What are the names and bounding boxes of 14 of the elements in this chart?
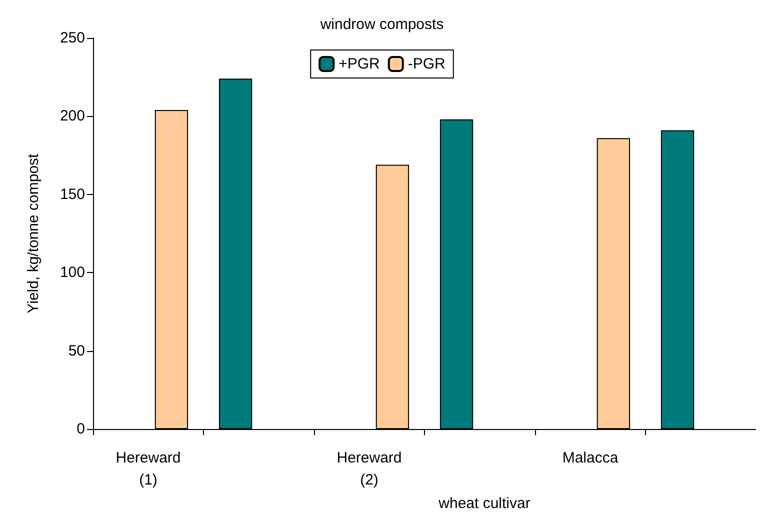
- y-tick-label: 0: [76, 420, 85, 438]
- y-tick-label: 100: [60, 264, 85, 282]
- x-tick-label: Malacca: [562, 450, 619, 467]
- x-tick-label: Hereward (1): [116, 450, 181, 489]
- legend-label: -PGR: [408, 56, 446, 72]
- y-tick-label: 200: [60, 108, 85, 125]
- legend-label: +PGR: [338, 56, 380, 72]
- x-tick-label: Hereward (2): [336, 450, 402, 489]
- y-tick-label: 50: [68, 342, 85, 360]
- x-axis-title: wheat cultivar: [438, 495, 530, 512]
- y-tick-label: 250: [60, 30, 85, 46]
- y-axis-title: Yield, kg/tonne compost: [25, 152, 42, 314]
- y-tick-label: 150: [60, 186, 85, 203]
- chart-title: windrow composts: [319, 16, 444, 33]
